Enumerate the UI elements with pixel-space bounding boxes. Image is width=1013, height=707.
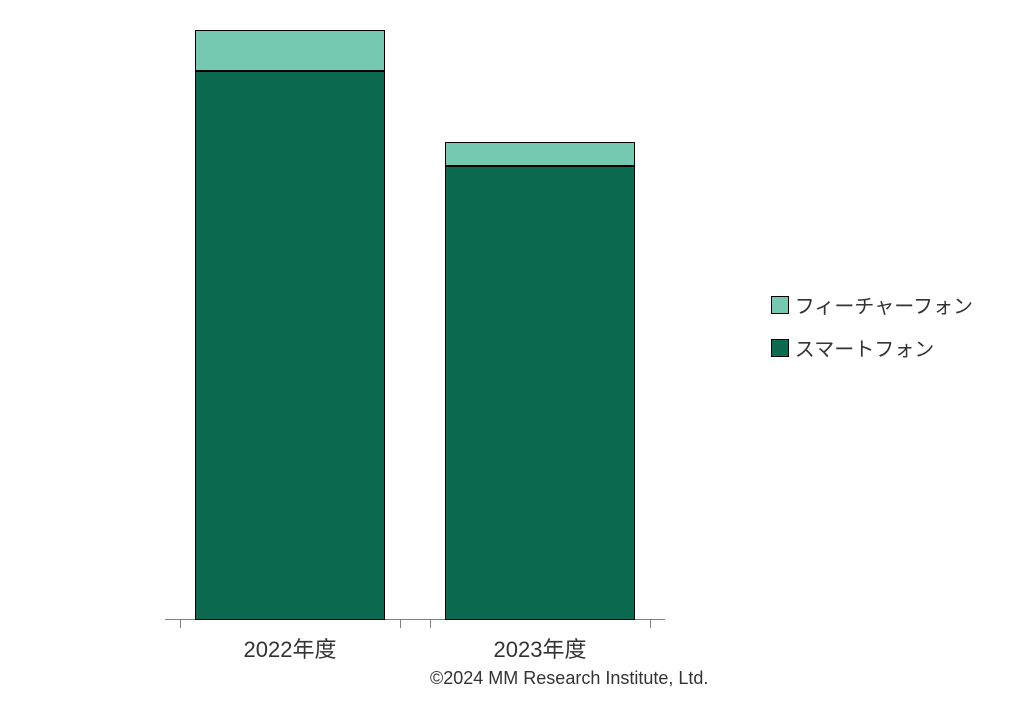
legend-item-smartphone: スマートフォン [771,333,973,362]
plot-area [180,30,750,620]
bar-segment-fy2022-smartphone [195,71,385,620]
legend-label-featurephone: フィーチャーフォン [795,290,973,319]
x-tick [650,620,651,628]
bar-segment-fy2022-featurephone [195,30,385,71]
copyright-text: ©2024 MM Research Institute, Ltd. [430,668,708,689]
bar-segment-fy2023-smartphone [445,166,635,620]
x-tick [400,620,401,628]
chart-container: フィーチャーフォンスマートフォン ©2024 MM Research Insti… [0,0,1013,707]
bar-segment-fy2023-featurephone [445,142,635,166]
legend-label-smartphone: スマートフォン [795,333,934,362]
x-axis-label-fy2022: 2022年度 [195,632,385,664]
x-tick [180,620,181,628]
legend-swatch-featurephone [771,296,789,314]
legend: フィーチャーフォンスマートフォン [771,290,973,376]
legend-swatch-smartphone [771,339,789,357]
x-axis-label-fy2023: 2023年度 [445,632,635,664]
x-tick [430,620,431,628]
legend-item-featurephone: フィーチャーフォン [771,290,973,319]
